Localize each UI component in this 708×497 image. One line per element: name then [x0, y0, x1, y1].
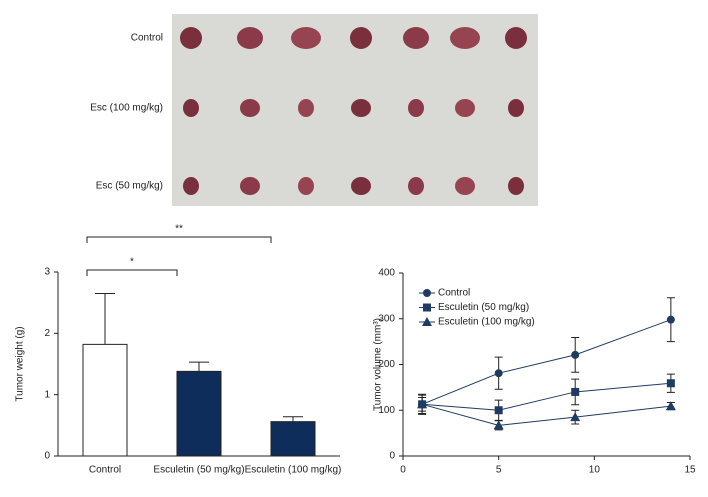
tumor: [455, 177, 475, 195]
significance-bracket: [86, 236, 272, 243]
x-tick-label: 15: [684, 465, 696, 476]
marker: [571, 350, 580, 359]
tumors: [180, 27, 527, 195]
marker: [666, 315, 675, 324]
tumor: [240, 99, 260, 117]
tumor: [237, 27, 263, 49]
marker: [422, 317, 432, 326]
tumor: [240, 177, 260, 195]
legend-label: Control: [438, 288, 470, 299]
tumor: [408, 177, 424, 195]
tumor: [408, 99, 424, 117]
tumor: [350, 27, 372, 49]
series-line: [421, 319, 672, 405]
significance-bracket: [86, 269, 178, 276]
y-tick-label: 0: [44, 451, 50, 462]
x-tick-label: 10: [589, 465, 601, 476]
y-tick-label: 2: [44, 328, 50, 339]
y-tick-label: 100: [378, 405, 395, 416]
marker: [570, 412, 581, 422]
marker: [665, 401, 676, 411]
y-tick-label: 1: [44, 389, 50, 400]
marker: [666, 379, 675, 388]
y-axis-label: Tumor weight (g): [15, 326, 26, 401]
tumor: [351, 99, 371, 117]
row-label: Esc (50 mg/kg): [96, 181, 163, 192]
x-tick-label: Esculetin (50 mg/kg): [153, 465, 244, 476]
tumor: [298, 99, 314, 117]
tumor: [351, 177, 371, 195]
y-axis-label: Tumor volume (mm³): [373, 318, 384, 411]
bar: [82, 343, 128, 457]
x-tick-label: Esculetin (100 mg/kg): [245, 465, 342, 476]
y-tick-label: 3: [44, 267, 50, 278]
marker: [494, 369, 503, 378]
tumor: [183, 99, 199, 117]
row-label: Control: [131, 33, 163, 44]
legend-label: Esculetin (100 mg/kg): [438, 317, 535, 328]
tumor: [183, 177, 199, 195]
series-line: [422, 403, 671, 426]
x-tick-label: 0: [400, 465, 406, 476]
marker: [423, 303, 431, 312]
bar: [270, 421, 316, 457]
tumor: [450, 27, 480, 49]
tumor: [180, 27, 202, 49]
row-label: Esc (100 mg/kg): [90, 103, 163, 114]
y-tick-label: 400: [378, 268, 395, 279]
y-tick-label: 0: [389, 451, 395, 462]
y-tick-label: 200: [378, 359, 395, 370]
y-tick-label: 300: [378, 313, 395, 324]
tumor: [455, 99, 475, 117]
bar: [176, 370, 222, 457]
tumor: [298, 177, 314, 195]
marker: [417, 399, 428, 409]
tumor: [508, 177, 524, 195]
tumor: [403, 27, 429, 49]
tumor: [291, 27, 321, 49]
tumor: [505, 27, 527, 49]
marker: [423, 289, 431, 297]
marker: [494, 406, 503, 415]
significance-label: *: [130, 257, 134, 268]
series-line: [422, 382, 671, 411]
marker: [571, 387, 580, 396]
tumor: [508, 99, 524, 117]
x-tick-label: 5: [496, 465, 502, 476]
significance-label: **: [175, 224, 183, 235]
x-tick-label: Control: [89, 465, 121, 476]
marker: [493, 420, 504, 430]
legend-label: Esculetin (50 mg/kg): [438, 302, 529, 313]
